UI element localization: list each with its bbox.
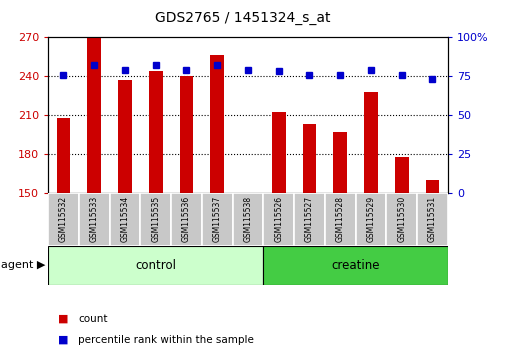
Bar [232,193,263,246]
Bar [363,92,377,193]
Bar [118,80,132,193]
Text: GSM115530: GSM115530 [396,195,406,242]
Text: control: control [135,259,176,272]
Text: GSM115526: GSM115526 [274,195,283,242]
Bar [110,193,140,246]
Bar [79,193,110,246]
Text: GDS2765 / 1451324_s_at: GDS2765 / 1451324_s_at [155,11,330,25]
Bar [179,76,193,193]
Text: creatine: creatine [331,259,379,272]
Text: GSM115531: GSM115531 [427,195,436,242]
Text: GSM115533: GSM115533 [89,195,98,242]
Bar [48,193,79,246]
Text: GSM115534: GSM115534 [120,195,129,242]
Text: GSM115532: GSM115532 [59,195,68,242]
Bar [140,193,171,246]
Bar [324,193,355,246]
Bar [201,193,232,246]
Bar [302,124,316,193]
Bar [57,118,70,193]
Bar [171,193,201,246]
Text: ■: ■ [58,314,69,324]
Text: percentile rank within the sample: percentile rank within the sample [78,335,254,345]
Text: GSM115527: GSM115527 [305,195,313,242]
Bar [271,113,285,193]
Bar [210,55,224,193]
Bar [355,193,385,246]
Bar [333,132,346,193]
Bar [385,193,416,246]
Bar [263,193,293,246]
Text: agent ▶: agent ▶ [1,261,45,270]
Bar [425,180,438,193]
Bar [48,246,263,285]
Text: ■: ■ [58,335,69,345]
Text: GSM115538: GSM115538 [243,195,252,242]
Bar [148,71,162,193]
Bar [293,193,324,246]
Text: GSM115529: GSM115529 [366,195,375,242]
Bar [394,156,408,193]
Text: GSM115537: GSM115537 [212,195,221,242]
Bar [87,37,101,193]
Text: GSM115536: GSM115536 [182,195,190,242]
Text: GSM115535: GSM115535 [151,195,160,242]
Text: count: count [78,314,108,324]
Text: GSM115528: GSM115528 [335,195,344,241]
Bar [263,246,447,285]
Bar [416,193,447,246]
